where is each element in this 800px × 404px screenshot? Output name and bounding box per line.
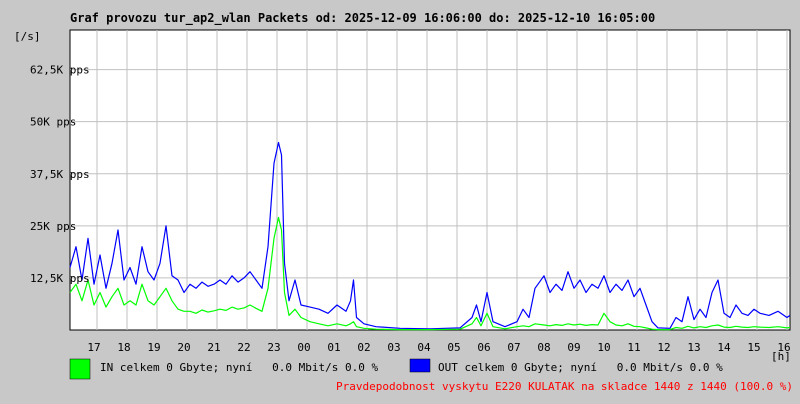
x-tick-labels: 17 18 19 20 21 22 23 00 01 02 03 04 05 06 07 08 09 10 11 12… xyxy=(87,341,790,354)
y-tick-label: 50K pps xyxy=(30,116,76,129)
chart-title: Graf provozu tur_ap2_wlan Packets od: 20… xyxy=(70,11,655,26)
in-legend-text: IN celkem 0 Gbyte; nyní 0.0 Mbit/s 0.0 % xyxy=(100,361,379,374)
x-tick-label: 01 xyxy=(327,341,340,354)
y-tick-label: 62,5K pps xyxy=(30,64,90,77)
x-tick-label: 04 xyxy=(417,341,431,354)
grid-lines xyxy=(70,30,790,330)
x-tick-label: 23 xyxy=(267,341,280,354)
x-tick-label: 14 xyxy=(717,341,731,354)
x-tick-label: 08 xyxy=(537,341,550,354)
x-tick-label: 12 xyxy=(657,341,670,354)
x-tick-label: 06 xyxy=(477,341,490,354)
out-legend-swatch xyxy=(409,358,431,373)
in-legend-swatch xyxy=(69,358,91,380)
y-tick-label: 12,5K pps xyxy=(30,272,90,285)
x-tick-label: 21 xyxy=(207,341,220,354)
x-tick-label: 09 xyxy=(567,341,580,354)
x-tick-label: 02 xyxy=(357,341,370,354)
y-tick-label: 37,5K pps xyxy=(30,168,90,181)
x-tick-label: 18 xyxy=(117,341,130,354)
out-legend-text: OUT celkem 0 Gbyte; nyní 0.0 Mbit/s 0.0 … xyxy=(438,361,723,374)
plot-area xyxy=(69,29,791,331)
x-axis-unit: [h] xyxy=(771,350,791,363)
x-tick-label: 19 xyxy=(147,341,160,354)
series-line-in xyxy=(69,216,791,331)
series-group xyxy=(69,141,791,331)
x-tick-label: 03 xyxy=(387,341,400,354)
x-tick-label: 10 xyxy=(597,341,610,354)
x-tick-label: 00 xyxy=(297,341,310,354)
x-tick-label: 07 xyxy=(507,341,520,354)
x-tick-label: 11 xyxy=(627,341,640,354)
x-tick-label: 22 xyxy=(237,341,250,354)
x-tick-label: 15 xyxy=(747,341,760,354)
x-tick-label: 13 xyxy=(687,341,700,354)
footer-note: Pravdepodobnost vyskytu E220 KULATAK na … xyxy=(336,380,793,393)
x-tick-label: 20 xyxy=(177,341,190,354)
x-tick-label: 16 xyxy=(777,341,790,354)
y-tick-label: 25K pps xyxy=(30,220,76,233)
y-axis-unit: [/s] xyxy=(14,30,41,43)
y-tick-labels: 12,5K pps 25K pps 37,5K pps 50K pps 62,5K pp… xyxy=(30,64,90,285)
series-line-out xyxy=(69,141,791,330)
x-tick-label: 05 xyxy=(447,341,460,354)
x-tick-label: 17 xyxy=(87,341,100,354)
